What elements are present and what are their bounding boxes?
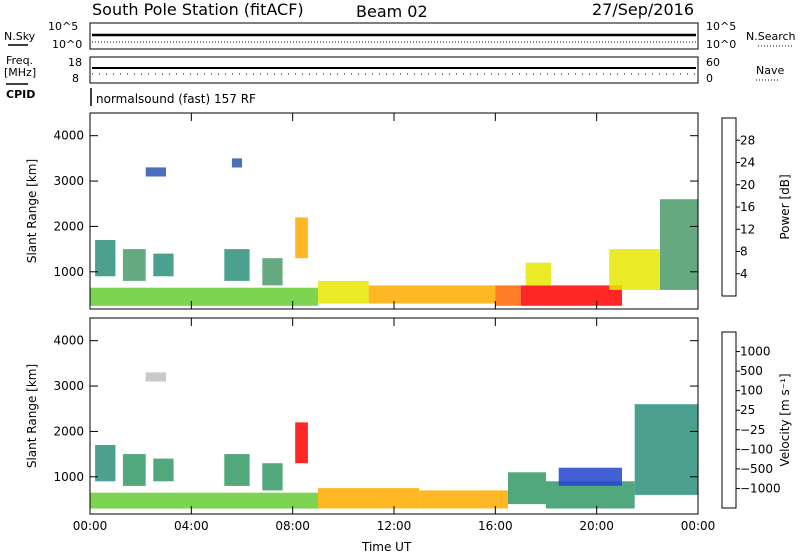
power-ytick-label-2000: 2000 (53, 219, 84, 233)
velocity-ytick-label-4000: 4000 (53, 334, 84, 348)
velocity-colorbar-label-0: 1000 (740, 345, 771, 359)
velocity-ytick-label-3000: 3000 (53, 379, 84, 393)
power-ytick-label-3000: 3000 (53, 174, 84, 188)
velocity-patch-3 (145, 372, 166, 382)
noise-tick-low-right: 10^0 (706, 38, 737, 51)
power-patch-5 (231, 158, 242, 168)
nave-tick-high: 60 (706, 56, 720, 69)
nave-label: Nave (756, 64, 785, 77)
power-colorbar-label-5: 24 (740, 156, 755, 170)
power-colorbar-frame (721, 117, 737, 297)
velocity-xtick-label-5: 20:00 (579, 519, 614, 533)
velocity-ytick-label-2000: 2000 (53, 424, 84, 438)
nave-tick-low: 0 (706, 72, 713, 85)
freq-tick-high: 18 (68, 56, 82, 69)
velocity-colorbar-title: Velocity [m s⁻¹] (778, 373, 792, 466)
velocity-patch-2 (153, 458, 174, 482)
velocity-patch-9 (419, 490, 508, 509)
velocity-patch-1 (122, 454, 146, 486)
velocity-xtick-label-3: 12:00 (377, 519, 412, 533)
power-patch-8 (90, 287, 318, 306)
velocity-patch-10 (508, 472, 546, 505)
velocity-xtick-label-0: 00:00 (73, 519, 108, 533)
power-ytick-label-4000: 4000 (53, 129, 84, 143)
velocity-patch-12 (558, 467, 622, 486)
noise-panel (89, 22, 699, 50)
power-colorbar-label-2: 12 (740, 222, 755, 236)
velocity-patch-11 (546, 481, 635, 509)
velocity-colorbar-label-1: 500 (740, 364, 763, 378)
cpid-text: normalsound (fast) 157 RF (96, 92, 256, 106)
velocity-patch-6 (295, 422, 308, 464)
velocity-patch-0 (95, 445, 116, 482)
power-patch-6 (262, 258, 283, 286)
velocity-patch-13 (634, 404, 698, 495)
velocity-patch-4 (224, 454, 250, 486)
freq-tick-low: 8 (72, 72, 79, 85)
power-patch-11 (495, 285, 521, 306)
velocity-colorbar-label-4: −25 (740, 423, 765, 437)
power-colorbar-title: Power [dB] (778, 174, 792, 239)
nsearch-label: N.Search (746, 30, 796, 43)
power-colorbar-label-1: 8 (740, 245, 748, 259)
power-frame (89, 112, 699, 310)
velocity-colorbar-label-2: 100 (740, 384, 763, 398)
power-patch-13 (525, 262, 551, 286)
power-patch-9 (318, 280, 369, 304)
power-patch-15 (660, 199, 698, 290)
velocity-patch-7 (90, 492, 318, 509)
velocity-patch-8 (318, 488, 420, 509)
freq-label: Freq. (6, 54, 34, 67)
power-patch-4 (224, 249, 250, 281)
power-ytick-label-1000: 1000 (53, 265, 84, 279)
power-colorbar-label-6: 28 (740, 133, 755, 147)
velocity-patch-5 (262, 463, 283, 491)
velocity-ytick-label-1000: 1000 (53, 470, 84, 484)
velocity-colorbar-label-3: 25 (740, 403, 755, 417)
noise-tick-high-right: 10^5 (706, 20, 737, 33)
velocity-colorbar-label-6: −500 (740, 462, 773, 476)
noise-tick-low-left: 10^0 (52, 38, 83, 51)
power-patch-0 (95, 240, 116, 277)
power-patch-2 (153, 253, 174, 277)
power-patch-1 (122, 249, 146, 281)
velocity-colorbar-frame (721, 331, 737, 509)
noise-tick-high-left: 10^5 (48, 20, 79, 33)
velocity-colorbar-label-5: −100 (740, 442, 773, 456)
velocity-ylabel: Slant Range [km] (25, 364, 39, 468)
summary-panels (6, 22, 794, 106)
velocity-xtick-label-4: 16:00 (478, 519, 513, 533)
freq-panel (89, 56, 699, 84)
power-patch-3 (145, 167, 166, 177)
date-title: 27/Sep/2016 (592, 0, 695, 19)
velocity-xtick-label-2: 08:00 (275, 519, 310, 533)
velocity-xtick-label-6: 00:00 (681, 519, 716, 533)
power-ylabel: Slant Range [km] (25, 159, 39, 263)
station-title: South Pole Station (fitACF) (92, 0, 304, 19)
power-colorbar-label-0: 4 (740, 267, 748, 281)
power-colorbar-label-4: 20 (740, 178, 755, 192)
velocity-colorbar-label-7: −1000 (740, 481, 781, 495)
beam-title: Beam 02 (356, 2, 428, 21)
nsky-label: N.Sky (4, 30, 36, 43)
power-colorbar-label-3: 16 (740, 200, 755, 214)
freq-unit-label: [MHz] (4, 66, 37, 79)
power-patch-7 (295, 217, 308, 259)
time-axis-label: Time UT (362, 540, 412, 554)
power-patch-10 (368, 285, 496, 304)
power-patch-14 (609, 249, 660, 290)
power-patch-12 (520, 285, 622, 306)
velocity-xtick-label-1: 04:00 (174, 519, 209, 533)
cpid-label: CPID (6, 88, 36, 101)
